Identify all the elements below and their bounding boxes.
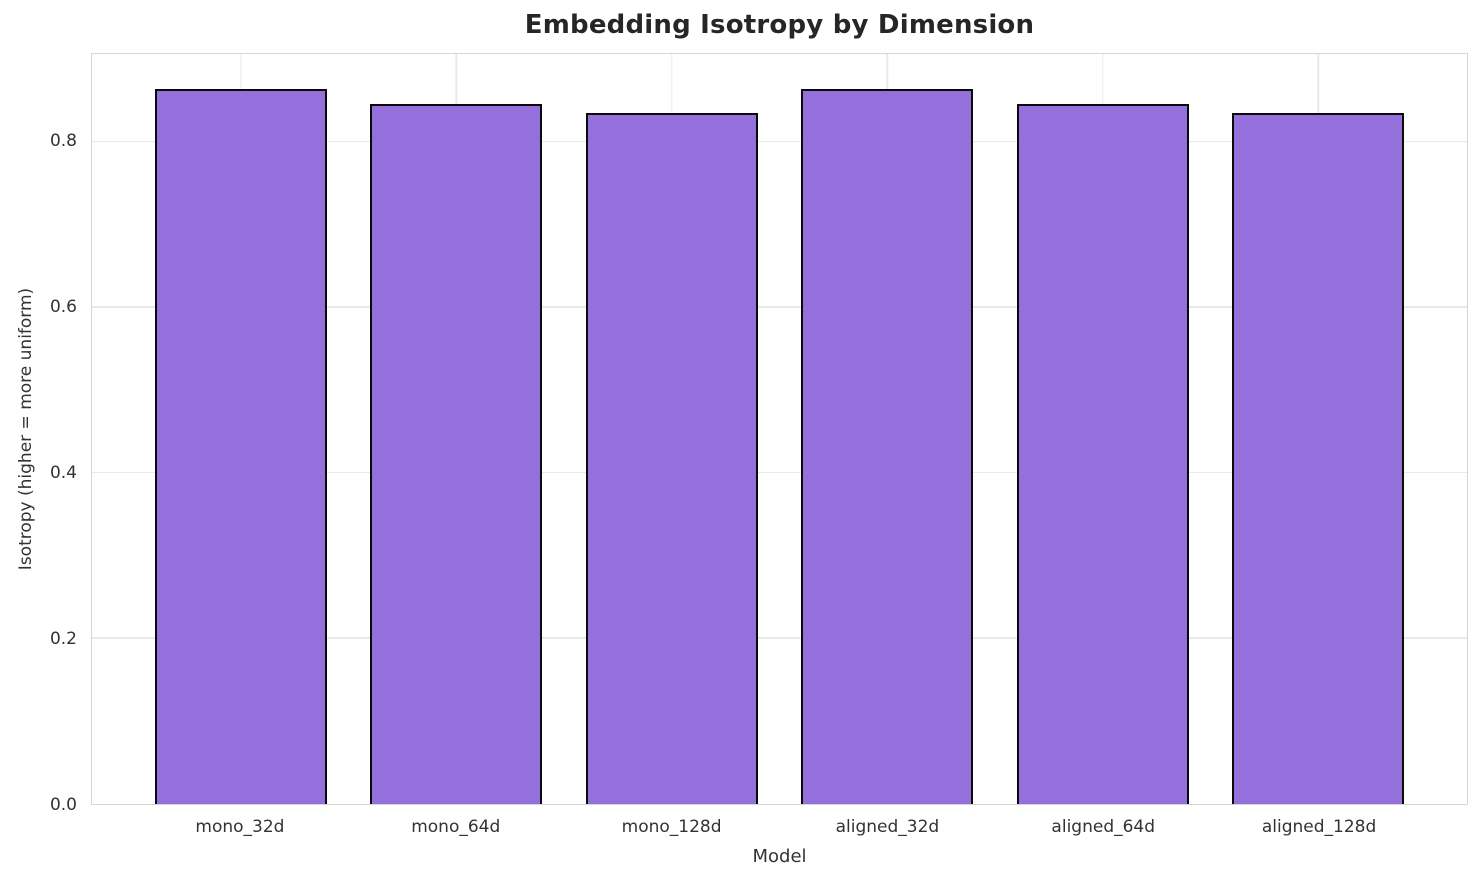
bar-aligned_32d — [801, 88, 974, 804]
plot-area — [91, 53, 1468, 805]
bar-mono_32d — [154, 88, 327, 804]
x-tick-label: mono_64d — [411, 817, 501, 837]
bar-mono_64d — [370, 103, 543, 804]
y-tick-label: 0.6 — [49, 297, 77, 318]
x-tick-label: mono_128d — [621, 817, 722, 837]
bar-mono_128d — [585, 112, 758, 804]
x-tick-label: aligned_32d — [835, 817, 940, 837]
y-tick-label: 0.2 — [49, 628, 77, 649]
gridline-horizontal — [92, 637, 1467, 639]
chart-title: Embedding Isotropy by Dimension — [524, 10, 1035, 40]
y-tick-label: 0.4 — [49, 462, 77, 483]
gridline-horizontal — [92, 471, 1467, 474]
y-tick-label: 0.0 — [49, 794, 77, 815]
y-tick-label: 0.8 — [49, 131, 77, 152]
y-axis-label: Isotropy (higher = more uniform) — [16, 287, 36, 571]
x-axis-label: Model — [752, 846, 807, 867]
gridline-horizontal — [92, 141, 1467, 143]
bar-aligned_128d — [1232, 112, 1405, 804]
x-tick-label: mono_32d — [195, 817, 285, 837]
bar-aligned_64d — [1016, 103, 1189, 804]
x-tick-label: aligned_128d — [1261, 817, 1377, 837]
x-tick-label: aligned_64d — [1051, 817, 1156, 837]
gridline-horizontal — [92, 306, 1467, 308]
